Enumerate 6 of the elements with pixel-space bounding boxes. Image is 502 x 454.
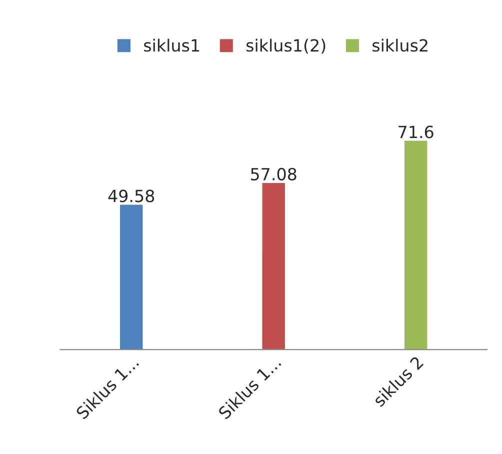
data-label: 57.08	[251, 168, 296, 180]
data-label: 71.6	[398, 126, 434, 138]
legend-label: siklus1	[144, 38, 200, 52]
legend-label: siklus2	[372, 38, 428, 52]
data-label: 49.58	[108, 190, 154, 202]
legend-label: siklus1(2)	[246, 38, 326, 54]
